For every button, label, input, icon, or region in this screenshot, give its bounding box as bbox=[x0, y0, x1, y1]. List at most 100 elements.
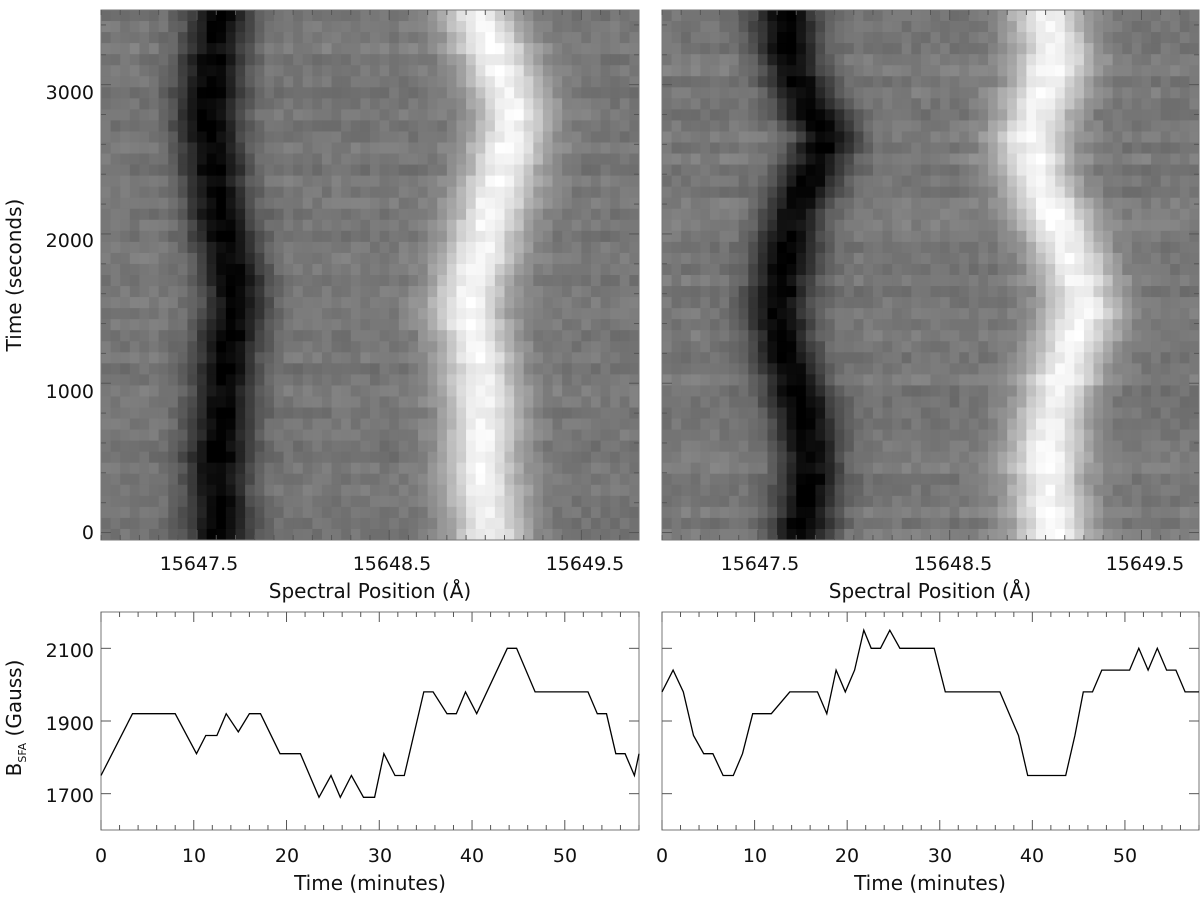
heatmap-cell bbox=[940, 341, 951, 353]
heatmap-cell bbox=[1035, 363, 1047, 375]
heatmap-cell bbox=[786, 131, 797, 144]
heatmap-cell bbox=[485, 506, 496, 519]
heatmap-cell bbox=[844, 186, 855, 199]
heatmap-cell bbox=[978, 341, 989, 353]
heatmap-cell bbox=[600, 506, 611, 519]
heatmap-cell bbox=[475, 142, 486, 155]
heatmap-cell bbox=[571, 528, 582, 540]
heatmap-cell bbox=[1141, 197, 1152, 210]
heatmap-cell bbox=[110, 462, 121, 475]
heatmap-cell bbox=[700, 219, 711, 232]
heatmap-cell bbox=[264, 473, 275, 486]
heatmap-cell bbox=[796, 363, 807, 375]
heatmap-cell bbox=[321, 495, 333, 508]
heatmap-cell bbox=[911, 197, 922, 210]
heatmap-cell bbox=[590, 241, 602, 254]
heatmap-cell bbox=[494, 517, 506, 530]
heatmap-cell bbox=[690, 374, 701, 387]
heatmap-cell bbox=[379, 208, 390, 221]
heatmap-cell bbox=[1045, 330, 1056, 342]
heatmap-cell bbox=[264, 495, 275, 508]
heatmap-cell bbox=[485, 429, 496, 442]
heatmap-cell bbox=[302, 120, 313, 133]
heatmap-cell bbox=[523, 308, 534, 320]
heatmap-cell bbox=[168, 451, 179, 464]
heatmap-cell bbox=[681, 87, 692, 99]
heatmap-cell bbox=[901, 252, 912, 265]
heatmap-cell bbox=[331, 131, 342, 144]
heatmap-cell bbox=[1170, 429, 1181, 442]
heatmap-cell bbox=[494, 484, 506, 497]
heatmap-cell bbox=[370, 98, 381, 110]
heatmap-cell bbox=[360, 528, 371, 540]
heatmap-cell bbox=[273, 230, 285, 243]
heatmap-cell bbox=[892, 241, 903, 254]
heatmap-cell bbox=[738, 87, 749, 99]
heatmap-cell bbox=[1074, 352, 1085, 364]
heatmap-cell bbox=[600, 230, 611, 243]
heatmap-cell bbox=[149, 385, 160, 398]
heatmap-cell bbox=[872, 385, 884, 398]
heatmap-cell bbox=[940, 352, 951, 364]
heatmap-cell bbox=[177, 385, 189, 398]
heatmap-cell bbox=[1093, 429, 1104, 442]
heatmap-cell bbox=[398, 197, 410, 210]
heatmap-cell bbox=[523, 76, 534, 88]
heatmap-cell bbox=[825, 175, 836, 188]
heatmap-cell bbox=[671, 175, 682, 188]
heatmap-cell bbox=[1074, 429, 1085, 442]
heatmap-cell bbox=[757, 43, 769, 55]
heatmap-cell bbox=[533, 462, 544, 475]
heatmap-cell bbox=[571, 219, 582, 232]
heatmap-cell bbox=[738, 65, 749, 77]
heatmap-cell bbox=[901, 32, 912, 44]
heatmap-cell bbox=[398, 120, 410, 133]
heatmap-cell bbox=[187, 153, 198, 166]
heatmap-cell bbox=[1151, 131, 1162, 144]
heatmap-cell bbox=[748, 385, 759, 398]
heatmap-cell bbox=[370, 517, 381, 530]
heatmap-cell bbox=[610, 495, 621, 508]
heatmap-cell bbox=[408, 32, 419, 44]
heatmap-cell bbox=[321, 352, 333, 364]
heatmap-cell bbox=[600, 175, 611, 188]
heatmap-cell bbox=[273, 65, 285, 77]
heatmap-cell bbox=[283, 495, 294, 508]
heatmap-cell bbox=[709, 440, 721, 453]
heatmap-cell bbox=[552, 440, 563, 453]
heatmap-cell bbox=[562, 495, 573, 508]
heatmap-cell bbox=[968, 153, 980, 166]
heatmap-cell bbox=[245, 418, 256, 431]
heatmap-cell bbox=[825, 407, 836, 420]
heatmap-cell bbox=[177, 429, 189, 442]
heatmap-cell bbox=[738, 352, 749, 364]
heatmap-cell bbox=[225, 374, 237, 387]
heatmap-cell bbox=[158, 473, 169, 486]
heatmap-cell bbox=[681, 197, 692, 210]
heatmap-cell bbox=[187, 186, 198, 199]
heatmap-cell bbox=[523, 164, 534, 177]
heatmap-cell bbox=[1122, 186, 1133, 199]
heatmap-cell bbox=[1112, 429, 1123, 442]
heatmap-cell bbox=[446, 219, 458, 232]
heatmap-cell bbox=[206, 418, 217, 431]
heatmap-cell bbox=[283, 517, 294, 530]
heatmap-cell bbox=[815, 32, 826, 44]
heatmap-cell bbox=[562, 308, 573, 320]
heatmap-cell bbox=[959, 164, 970, 177]
heatmap-cell bbox=[446, 109, 458, 122]
heatmap-cell bbox=[341, 54, 352, 66]
heatmap-cell bbox=[485, 374, 496, 387]
heatmap-cell bbox=[293, 21, 304, 33]
heatmap-cell bbox=[283, 363, 294, 375]
heatmap-cell bbox=[264, 21, 275, 33]
heatmap-cell bbox=[446, 407, 458, 420]
heatmap-cell bbox=[757, 429, 769, 442]
heatmap-cell bbox=[485, 363, 496, 375]
heatmap-cell bbox=[719, 341, 730, 353]
heatmap-cell bbox=[360, 21, 371, 33]
heatmap-cell bbox=[1122, 197, 1133, 210]
heatmap-cell bbox=[264, 164, 275, 177]
heatmap-cell bbox=[825, 131, 836, 144]
heatmap-cell bbox=[523, 32, 534, 44]
